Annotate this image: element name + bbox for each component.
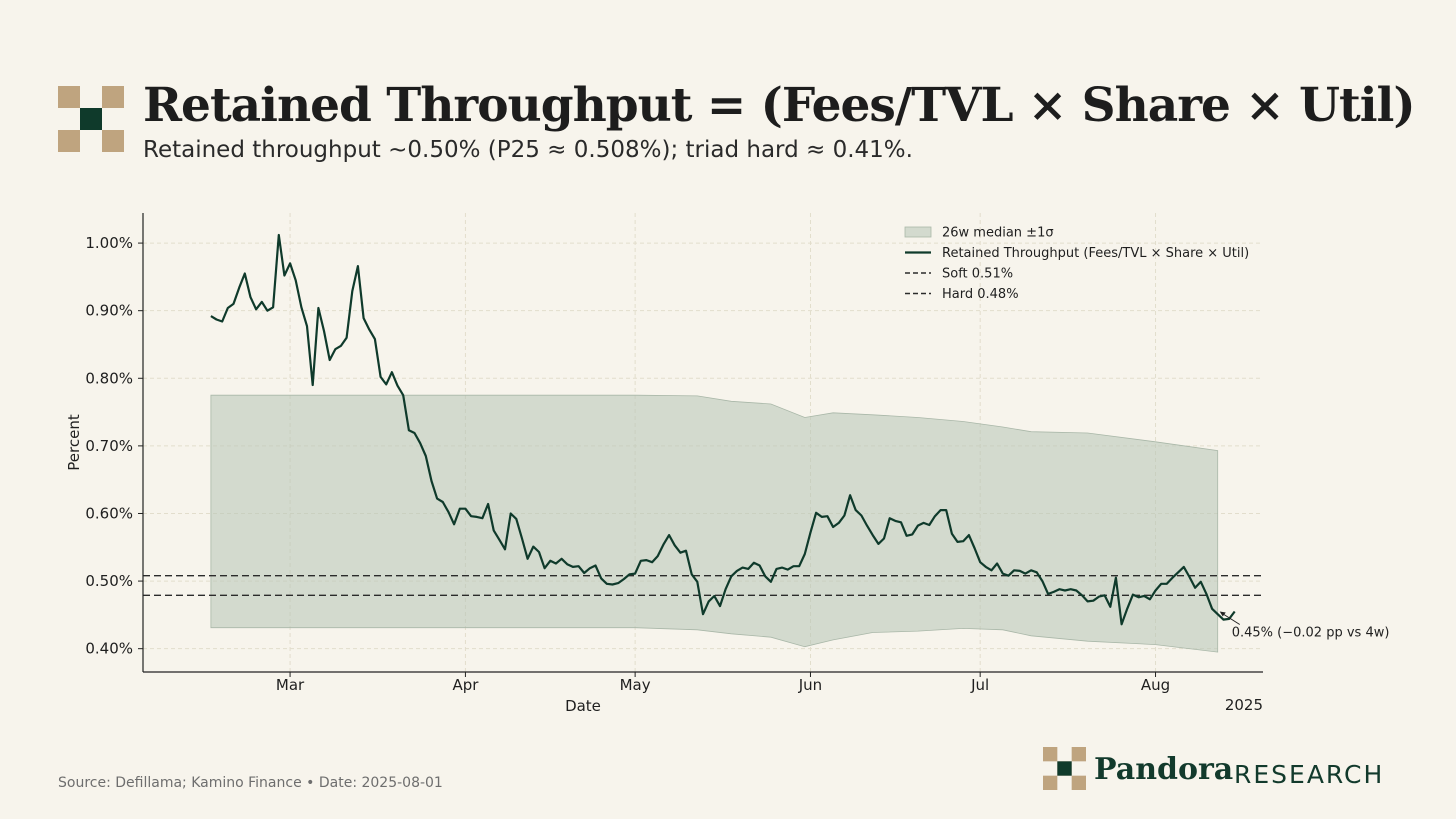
x-tick-label: Jun — [798, 676, 822, 694]
logo-cell — [102, 108, 124, 130]
x-tick-label: May — [620, 676, 651, 694]
axes-layer: 0.40% 0.50% 0.60% 0.70% 0.80% 0.90% 1.00% Mar Ap… — [65, 213, 1263, 715]
brand-logo-cell — [1057, 775, 1072, 790]
x-tick-label: Aug — [1141, 676, 1170, 694]
legend-label: Hard 0.48% — [942, 287, 1019, 302]
series-line — [210, 233, 1236, 626]
logo-center — [80, 108, 102, 130]
brand-logo-cell — [1043, 761, 1058, 776]
logo-cell — [58, 108, 80, 130]
series-layer — [210, 233, 1236, 626]
x-tick-label: Mar — [276, 676, 305, 694]
annotation-arrowhead — [1219, 611, 1226, 617]
brand-logo-cell — [1071, 761, 1086, 776]
y-tick-label: 1.00% — [85, 234, 133, 252]
brand-logo-center — [1057, 761, 1072, 776]
legend: 26w median ±1σ Retained Throughput (Fees/… — [904, 226, 1249, 302]
logo-cell — [80, 130, 102, 152]
x-axis-label: Date — [565, 697, 601, 715]
y-tick-label: 0.60% — [85, 504, 133, 522]
y-axis-label: Percent — [65, 414, 83, 471]
y-tick-label: 0.50% — [85, 572, 133, 590]
logo-cell — [80, 86, 102, 108]
legend-label: 26w median ±1σ — [942, 226, 1054, 241]
y-tick-label: 0.90% — [85, 302, 133, 320]
page-title: Retained Throughput = (Fees/TVL × Share … — [143, 78, 1416, 133]
brand-logo-icon — [1043, 747, 1086, 790]
legend-swatch-band — [904, 226, 932, 238]
brand-sub: RESEARCH — [1234, 760, 1385, 789]
page-subtitle: Retained throughput ~0.50% (P25 ≈ 0.508%… — [143, 137, 913, 163]
y-tick-label: 0.80% — [85, 369, 133, 387]
y-tick-label: 0.70% — [85, 437, 133, 455]
legend-label: Retained Throughput (Fees/TVL × Share × … — [942, 246, 1249, 261]
band-layer — [210, 394, 1219, 653]
y-tick-label: 0.40% — [85, 640, 133, 658]
year-label: 2025 — [1225, 696, 1263, 714]
annotation-text: 0.45% (−0.02 pp vs 4w) — [1232, 625, 1390, 640]
annotation-layer: 0.45% (−0.02 pp vs 4w) — [1219, 611, 1390, 640]
x-tick-label: Jul — [970, 676, 989, 694]
logo-mark — [58, 86, 124, 152]
source-note: Source: Defillama; Kamino Finance • Date… — [58, 775, 443, 791]
x-tick-label: Apr — [452, 676, 479, 694]
brand-logo-cell — [1057, 747, 1072, 762]
band-area — [210, 394, 1219, 653]
legend-label: Soft 0.51% — [942, 267, 1013, 282]
brand-name: Pandora — [1094, 752, 1234, 787]
